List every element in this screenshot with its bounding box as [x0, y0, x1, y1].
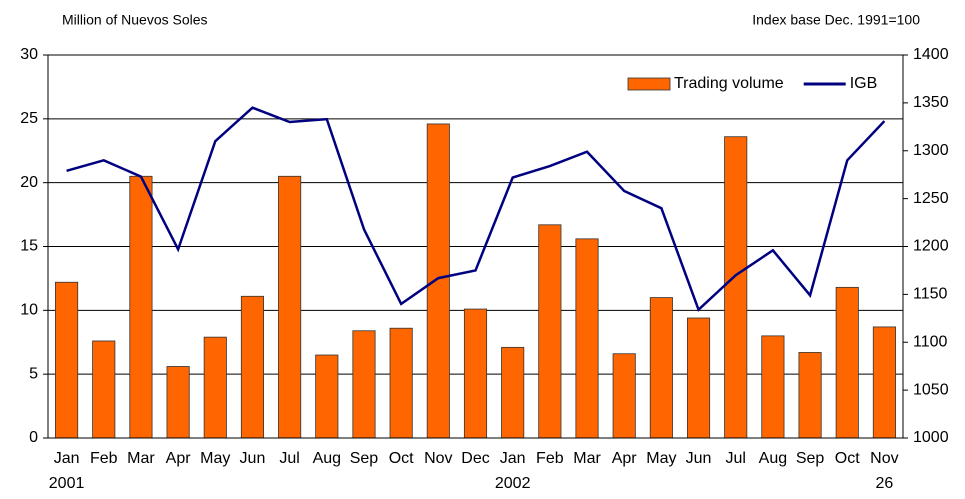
y2-tick-label: 1050 [913, 381, 949, 398]
x-tick-label: Mar [127, 450, 155, 467]
x-tick-label: Aug [759, 450, 787, 467]
x-tick-label: Jul [279, 450, 299, 467]
y-tick-label: 0 [29, 429, 38, 446]
x-tick-label: Apr [166, 450, 192, 467]
bar [538, 224, 562, 439]
y-tick-label: 10 [20, 302, 38, 319]
y-tick-label: 5 [29, 365, 38, 382]
bar [203, 336, 227, 439]
y2-tick-label: 1200 [913, 238, 949, 255]
x-tick-label: Apr [612, 450, 638, 467]
x-tick-label: Nov [870, 450, 898, 467]
y-axis-label: Million of Nuevos Soles [62, 12, 208, 28]
bar [92, 340, 116, 439]
bar [240, 295, 265, 439]
bar [129, 175, 153, 439]
x-tick-label: Dec [461, 450, 489, 467]
x-tick-label: Jun [686, 450, 712, 467]
bar [761, 335, 785, 439]
legend-label: Trading volume [674, 75, 784, 92]
bar [426, 123, 450, 439]
bar [352, 330, 376, 439]
x-tick-label: Sep [350, 450, 379, 467]
line [66, 106, 886, 312]
y2-tick-label: 1250 [913, 190, 949, 207]
bar [55, 281, 79, 439]
bar [649, 297, 673, 439]
bar [463, 308, 488, 439]
y-tick-label: 25 [20, 110, 38, 127]
x-tick-label: Jun [240, 450, 266, 467]
bar [575, 238, 599, 439]
y-tick-label: 30 [20, 46, 38, 63]
bar [686, 317, 711, 439]
x-tick-label: Jan [500, 450, 526, 467]
y2-tick-label: 1350 [913, 94, 949, 111]
bar [501, 346, 525, 439]
y2-tick-label: 1150 [913, 286, 948, 303]
legend-swatch [627, 77, 671, 91]
bar [315, 354, 339, 439]
y2-tick-label: 1100 [913, 333, 948, 350]
x-tick-label: Oct [389, 450, 414, 467]
x-tick-label: Oct [835, 450, 860, 467]
bar [724, 136, 748, 439]
bar [278, 175, 302, 439]
x-tick-label: Feb [90, 450, 118, 467]
x-tick-label: Mar [573, 450, 601, 467]
x-tick-label: Feb [536, 450, 564, 467]
x-tick-label: May [646, 450, 676, 467]
bar [612, 353, 636, 439]
y-tick-label: 15 [20, 238, 38, 255]
legend-label: IGB [850, 75, 878, 92]
x-tick-label: Jul [725, 450, 745, 467]
y2-axis-label: Index base Dec. 1991=100 [752, 12, 920, 28]
x-tick-label: Nov [424, 450, 452, 467]
x-year-label: 2001 [49, 475, 85, 492]
plot-border [47, 54, 904, 439]
y2-tick-label: 1000 [913, 429, 949, 446]
x-tick-label: Jan [54, 450, 80, 467]
y2-tick-label: 1400 [913, 46, 949, 63]
bar [872, 326, 896, 439]
bar [166, 366, 190, 439]
x-tick-label: Aug [313, 450, 341, 467]
x-tick-label: Sep [796, 450, 825, 467]
x-year-label: 26 [876, 475, 894, 492]
x-tick-label: May [200, 450, 230, 467]
bar [835, 286, 859, 439]
bar [798, 352, 822, 439]
y2-tick-label: 1300 [913, 142, 949, 159]
y-tick-label: 20 [20, 174, 38, 191]
bar [389, 327, 413, 439]
x-year-label: 2002 [495, 475, 531, 492]
